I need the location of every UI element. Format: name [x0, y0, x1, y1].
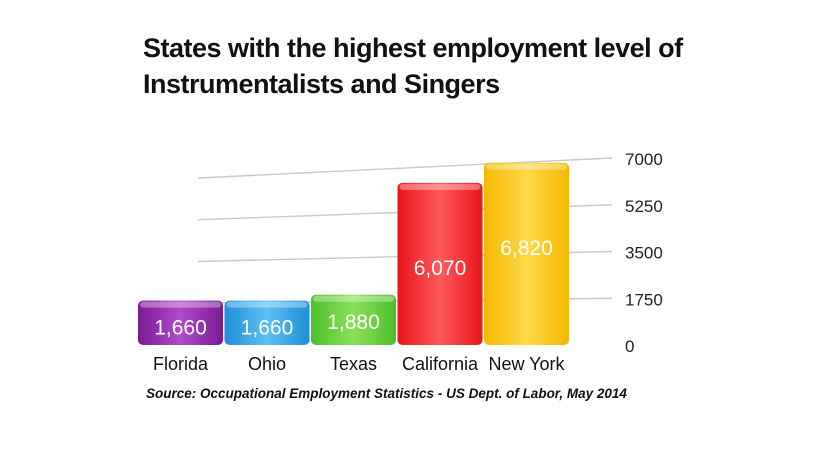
chart-title: States with the highest employment level…: [143, 33, 683, 99]
y-tick-label: 0: [625, 337, 634, 356]
data-label: 1,660: [241, 317, 294, 340]
x-tick-label: California: [402, 354, 479, 374]
bars: 1,660 1,660 1,880 6,070 6,820: [138, 162, 569, 345]
x-tick-label: Ohio: [248, 354, 286, 374]
data-label: 6,820: [500, 237, 553, 260]
bar: [311, 294, 396, 345]
data-label: 1,880: [327, 311, 380, 334]
bar: [484, 162, 569, 345]
y-tick-label: 5250: [625, 197, 663, 216]
gridline: [197, 157, 613, 179]
data-label: 1,660: [154, 317, 207, 340]
data-label: 6,070: [414, 257, 467, 280]
x-tick-label: New York: [488, 354, 565, 374]
source-note: Source: Occupational Employment Statisti…: [146, 386, 627, 401]
y-axis-ticks: 0 1750 3500 5250 7000: [625, 150, 663, 356]
x-tick-label: Florida: [153, 354, 209, 374]
bar-highlight: [226, 301, 308, 308]
bar-highlight: [313, 295, 394, 302]
bar-highlight: [486, 163, 567, 170]
bar: [138, 300, 223, 345]
bar-highlight: [399, 183, 481, 190]
bar: [224, 300, 310, 345]
bar: [397, 182, 483, 345]
x-tick-label: Texas: [330, 354, 377, 374]
y-tick-label: 7000: [625, 150, 663, 169]
bar-highlight: [140, 301, 221, 308]
y-tick-label: 3500: [625, 244, 663, 263]
y-tick-label: 1750: [625, 290, 663, 309]
x-axis-labels: Florida Ohio Texas California New York: [153, 354, 566, 374]
